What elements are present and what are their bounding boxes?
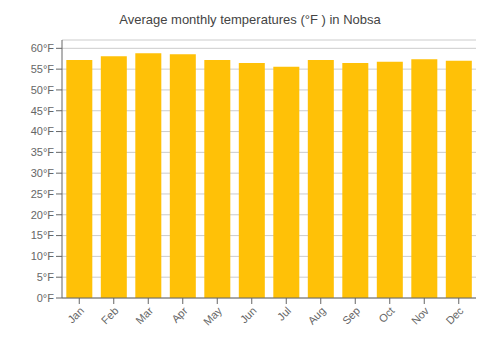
svg-text:Jun: Jun	[238, 304, 259, 325]
svg-text:25°F: 25°F	[31, 188, 55, 200]
svg-text:Sep: Sep	[340, 304, 362, 326]
svg-text:55°F: 55°F	[31, 63, 55, 75]
svg-text:35°F: 35°F	[31, 146, 55, 158]
svg-text:20°F: 20°F	[31, 209, 55, 221]
svg-text:Feb: Feb	[99, 304, 121, 326]
svg-text:50°F: 50°F	[31, 84, 55, 96]
svg-text:10°F: 10°F	[31, 250, 55, 262]
svg-text:Nov: Nov	[409, 304, 432, 327]
svg-text:60°F: 60°F	[31, 42, 55, 54]
svg-text:15°F: 15°F	[31, 229, 55, 241]
svg-text:5°F: 5°F	[37, 271, 55, 283]
svg-text:Jan: Jan	[65, 304, 86, 325]
svg-text:Oct: Oct	[376, 304, 397, 325]
svg-text:Mar: Mar	[133, 304, 155, 326]
svg-text:Apr: Apr	[169, 304, 190, 325]
svg-text:Jul: Jul	[275, 304, 293, 322]
svg-text:40°F: 40°F	[31, 125, 55, 137]
svg-text:May: May	[201, 304, 225, 328]
svg-text:0°F: 0°F	[37, 292, 55, 304]
svg-text:Dec: Dec	[443, 304, 466, 327]
svg-text:45°F: 45°F	[31, 105, 55, 117]
html-text:Average monthly temperatures (: Average monthly temperatures (°F ) in No…	[119, 12, 381, 27]
svg-text:30°F: 30°F	[31, 167, 55, 179]
svg-text:Aug: Aug	[305, 304, 327, 326]
